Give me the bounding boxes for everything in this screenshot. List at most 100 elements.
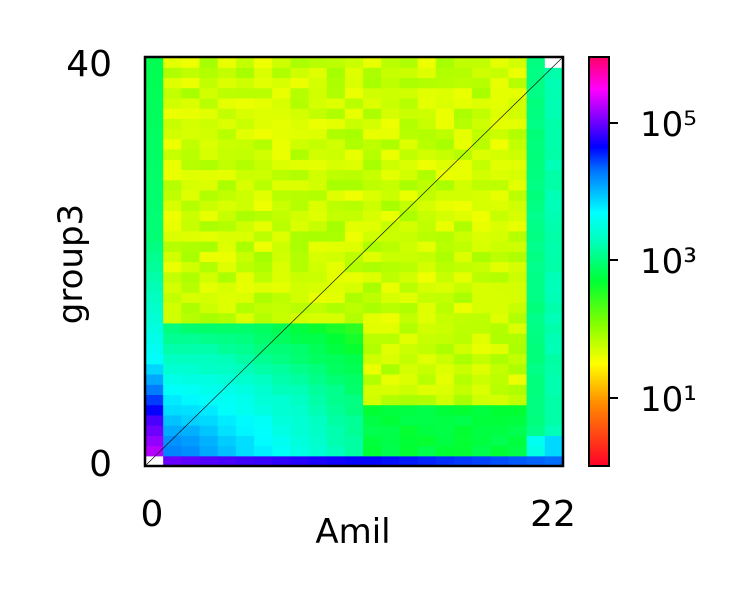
heatmap-cell [508, 251, 528, 263]
heatmap-cell [344, 118, 364, 130]
heatmap-cell [326, 445, 346, 457]
heatmap-cell [145, 271, 164, 283]
heatmap-cell [435, 404, 455, 416]
heatmap-cell [290, 138, 310, 150]
heatmap-cell [290, 118, 310, 130]
heatmap-cell [381, 241, 401, 252]
heatmap-cell [199, 230, 219, 242]
heatmap-cell [544, 302, 564, 314]
heatmap-cell [399, 169, 419, 181]
heatmap-cell [508, 87, 528, 99]
heatmap-cell [308, 67, 328, 79]
heatmap-cell [254, 210, 273, 222]
heatmap-cell [181, 292, 201, 303]
colorbar [588, 56, 610, 467]
heatmap-cell [453, 435, 473, 447]
heatmap-cell [363, 118, 382, 130]
heatmap-cell [453, 97, 473, 109]
heatmap-cell [145, 302, 164, 314]
heatmap-cell [199, 281, 219, 293]
heatmap-cell [399, 251, 419, 263]
heatmap-cell [308, 384, 328, 396]
heatmap-cell [145, 200, 164, 211]
heatmap-cell [217, 108, 237, 119]
heatmap-cell [490, 241, 510, 252]
colorbar-tick-label: 10³ [640, 242, 697, 282]
heatmap-cell [435, 67, 455, 79]
heatmap-cell [181, 159, 201, 171]
heatmap-cell [181, 241, 201, 252]
heatmap-cell [435, 97, 455, 109]
heatmap-cell [453, 353, 473, 365]
heatmap-cell [363, 445, 382, 457]
heatmap-cell [145, 241, 164, 252]
heatmap-cell [526, 57, 546, 68]
heatmap-cell [453, 230, 473, 242]
heatmap-cell [344, 179, 364, 191]
heatmap-cell [163, 241, 182, 252]
y-tick-label-top: 40 [66, 44, 112, 85]
heatmap-cell [526, 261, 546, 273]
heatmap-cell [399, 200, 419, 211]
heatmap-cell [199, 189, 219, 201]
heatmap-cell [290, 373, 310, 385]
heatmap-cell [344, 189, 364, 201]
heatmap-cell [435, 322, 455, 334]
heatmap-cell [526, 271, 546, 283]
heatmap-cell [490, 179, 510, 191]
heatmap-cell [344, 138, 364, 150]
heatmap-cell [272, 445, 291, 457]
heatmap-cell [490, 302, 510, 314]
heatmap-cell [308, 445, 328, 457]
heatmap-cell [508, 189, 528, 201]
heatmap-cell [217, 261, 237, 273]
heatmap-cell [472, 77, 491, 89]
heatmap-cell [217, 292, 237, 303]
heatmap-cell [399, 87, 419, 99]
heatmap-cell [544, 343, 564, 355]
heatmap-cell [544, 108, 564, 119]
heatmap-cell [399, 159, 419, 171]
heatmap-cell [326, 200, 346, 211]
heatmap-cell [254, 292, 273, 303]
heatmap-cell [508, 159, 528, 171]
heatmap-cell [526, 404, 546, 416]
heatmap-cell [254, 384, 273, 396]
heatmap-cell [308, 455, 328, 467]
heatmap-cell [181, 343, 201, 355]
heatmap-cell [290, 128, 310, 140]
heatmap-cell [145, 179, 164, 191]
heatmap-cell [217, 149, 237, 160]
heatmap-cell [508, 435, 528, 447]
heatmap-cell [381, 425, 401, 436]
heatmap-cell [363, 179, 382, 191]
heatmap-cell [399, 271, 419, 283]
heatmap-cell [399, 445, 419, 457]
heatmap-cell [145, 138, 164, 150]
heatmap-cell [326, 373, 346, 385]
heatmap-cell [163, 343, 182, 355]
heatmap-cell [272, 118, 291, 130]
heatmap-cell [453, 271, 473, 283]
heatmap-cell [217, 128, 237, 140]
heatmap-cell [544, 312, 564, 324]
heatmap-cell [508, 261, 528, 273]
heatmap-cell [417, 210, 437, 222]
heatmap-cell [472, 373, 491, 385]
heatmap-cell [163, 292, 182, 303]
heatmap-cell [217, 200, 237, 211]
heatmap-cell [181, 230, 201, 242]
heatmap-cell [217, 373, 237, 385]
heatmap-cell [217, 281, 237, 293]
heatmap-cell [363, 271, 382, 283]
plot-frame [143, 55, 565, 468]
heatmap-cell [254, 445, 273, 457]
heatmap-cell [526, 118, 546, 130]
heatmap-cell [344, 251, 364, 263]
heatmap-cell [199, 322, 219, 334]
heatmap-cell [472, 159, 491, 171]
heatmap-cell [290, 159, 310, 171]
heatmap-cell [490, 67, 510, 79]
heatmap-cell [363, 57, 382, 68]
heatmap-cell [381, 435, 401, 447]
